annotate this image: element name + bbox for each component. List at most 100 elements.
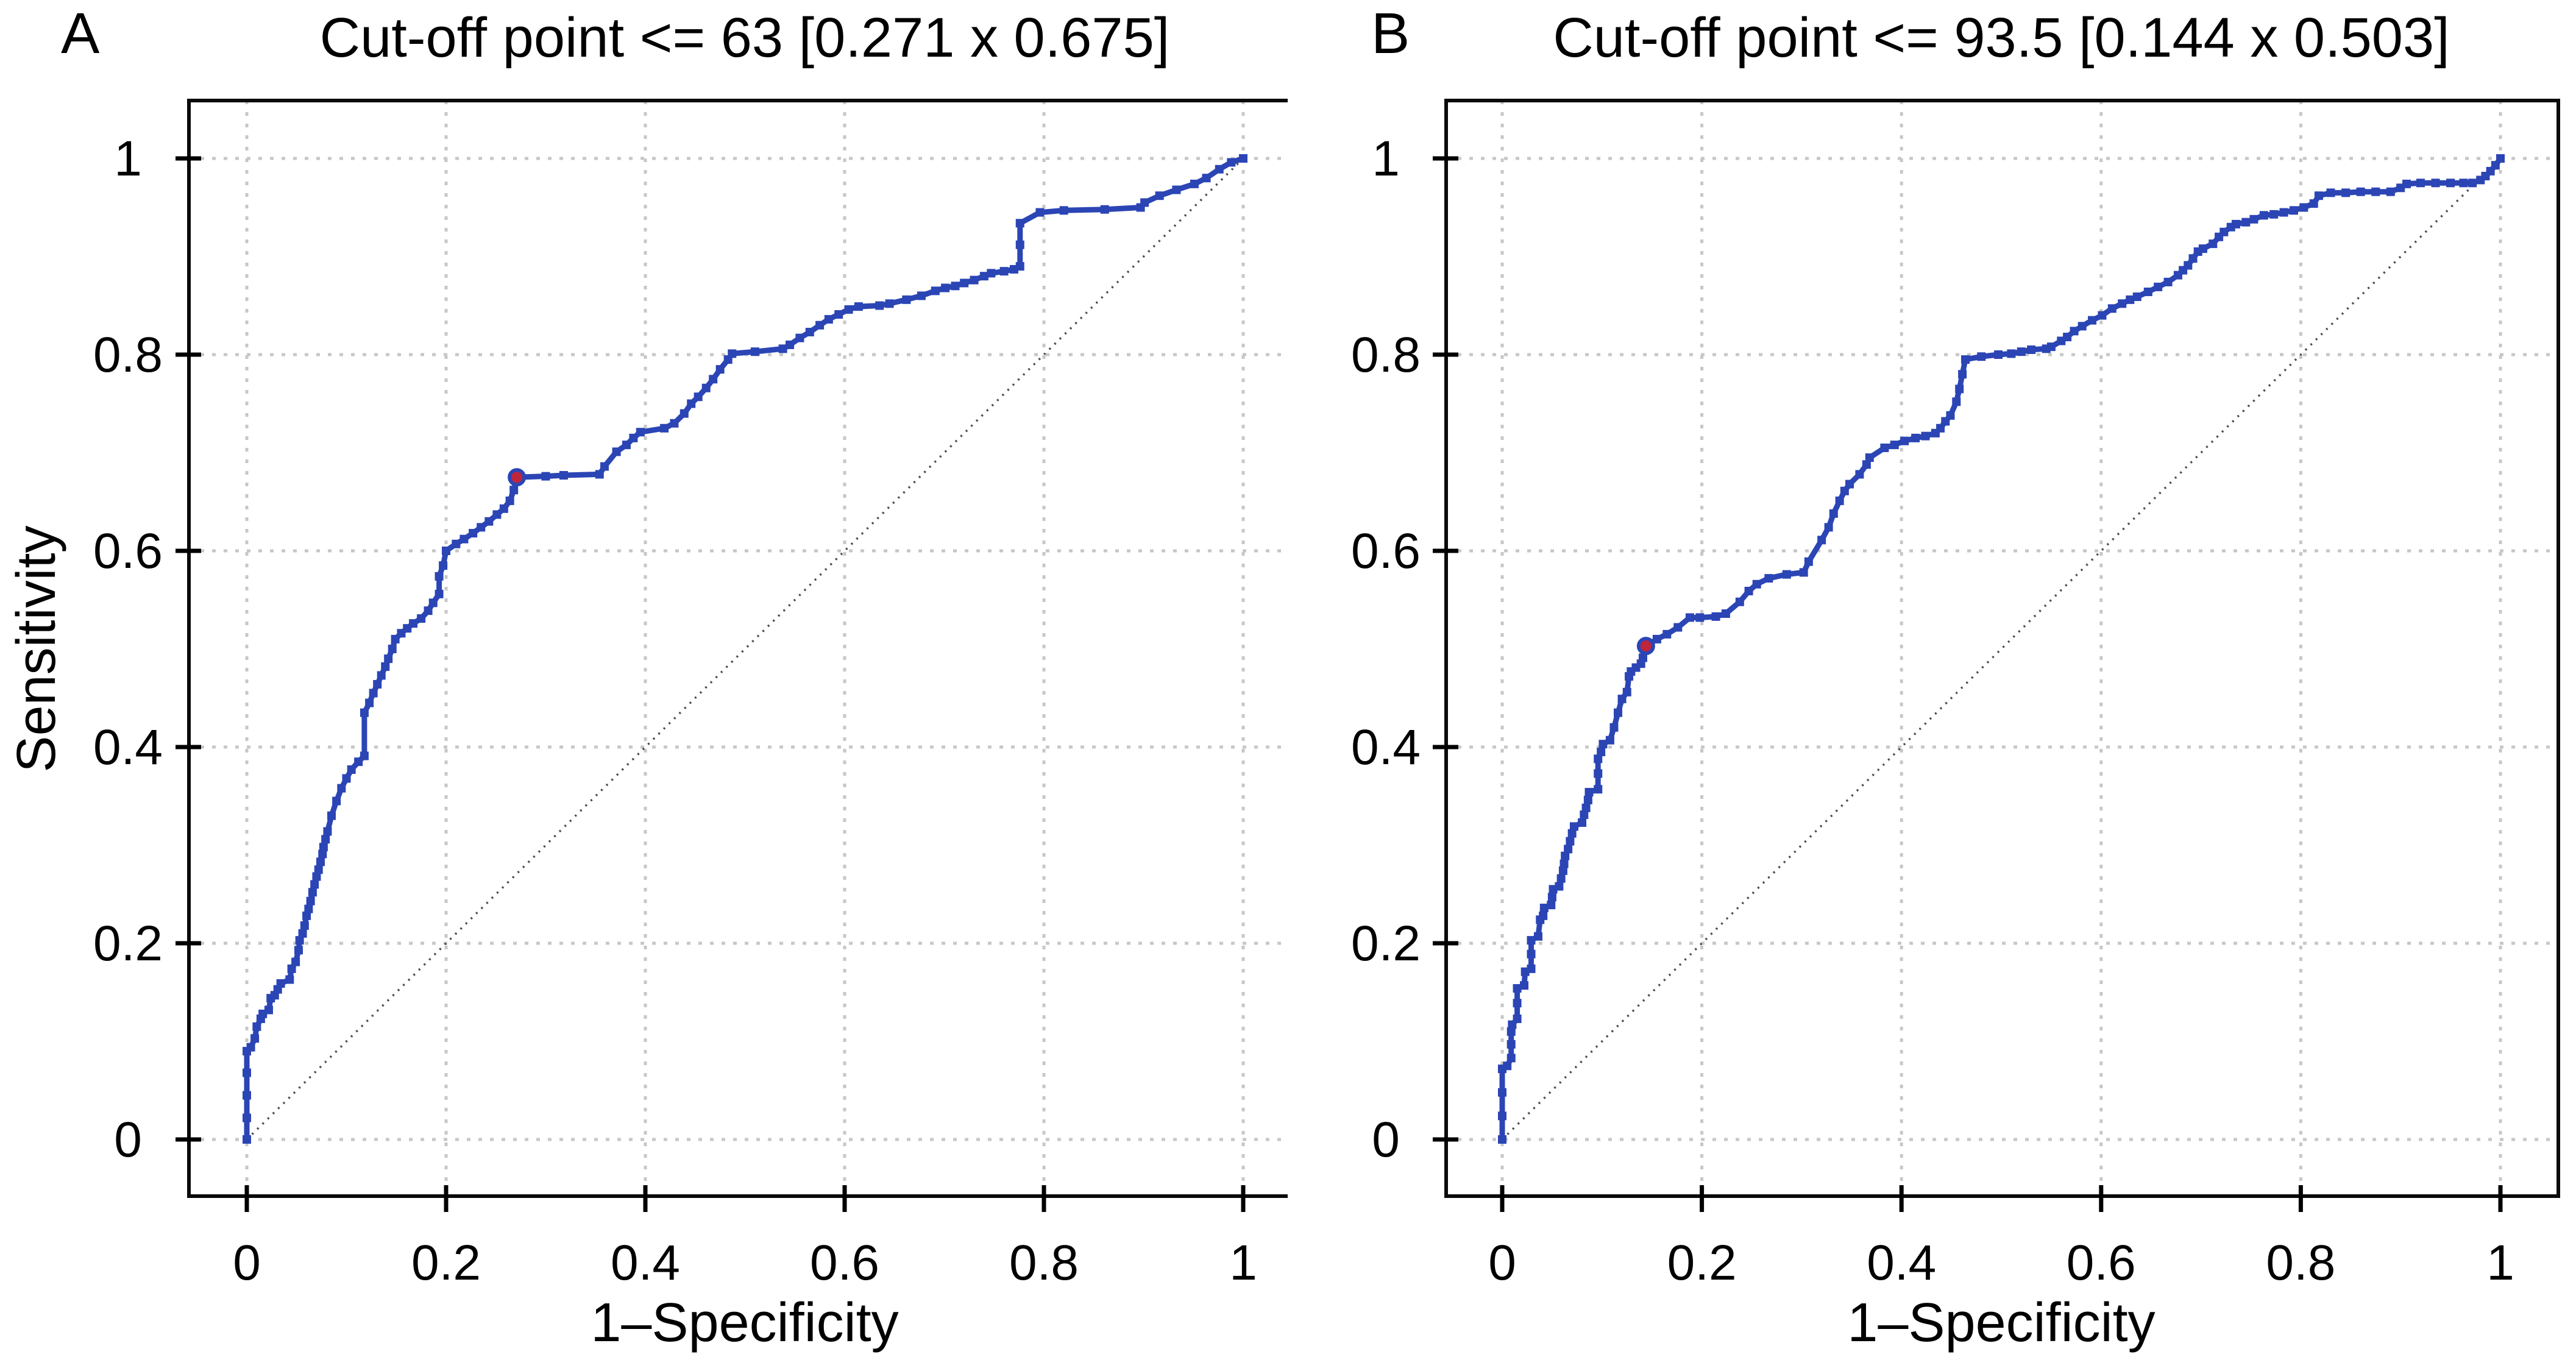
roc-point-marker xyxy=(2063,333,2072,342)
roc-point-marker xyxy=(435,572,444,581)
roc-point-marker xyxy=(1952,397,1961,406)
roc-point-marker xyxy=(679,409,689,418)
y-tick-label: 0.2 xyxy=(1351,916,1421,971)
roc-point-marker xyxy=(1155,191,1164,200)
x-tick-label: 0.6 xyxy=(2067,1235,2136,1291)
y-tick-label: 1 xyxy=(114,131,142,186)
roc-point-marker xyxy=(951,282,960,291)
roc-point-marker xyxy=(424,606,433,615)
roc-point-marker xyxy=(381,662,390,671)
roc-point-marker xyxy=(291,957,300,966)
roc-point-marker xyxy=(2118,299,2127,308)
roc-point-marker xyxy=(1685,613,1694,622)
roc-point-marker xyxy=(715,365,725,374)
roc-point-marker xyxy=(1547,893,1556,902)
roc-point-marker xyxy=(2431,179,2440,188)
roc-point-marker xyxy=(694,392,703,402)
roc-point-marker xyxy=(323,827,332,836)
roc-point-marker xyxy=(844,305,853,314)
roc-point-marker xyxy=(2416,179,2425,188)
roc-point-marker xyxy=(1829,509,1838,518)
roc-point-marker xyxy=(541,472,550,481)
roc-point-marker xyxy=(1227,158,1236,167)
roc-point-marker xyxy=(1015,219,1024,228)
roc-point-marker xyxy=(1533,932,1542,941)
roc-point-marker xyxy=(1735,597,1744,606)
roc-point-marker xyxy=(750,347,759,356)
roc-point-marker xyxy=(477,523,486,532)
roc-point-marker xyxy=(1059,206,1068,215)
roc-point-marker xyxy=(409,619,418,628)
roc-point-marker xyxy=(2241,218,2251,227)
x-tick-label: 0.8 xyxy=(1009,1235,1079,1291)
roc-point-marker xyxy=(1015,240,1024,249)
y-tick-label: 0 xyxy=(1372,1112,1400,1167)
roc-point-marker xyxy=(2070,327,2079,336)
roc-point-marker xyxy=(612,447,621,456)
roc-point-marker xyxy=(2188,254,2198,263)
roc-point-marker xyxy=(306,896,315,905)
roc-point-marker xyxy=(1539,911,1548,920)
roc-point-marker xyxy=(2259,211,2268,220)
roc-point-marker xyxy=(337,784,346,793)
roc-point-marker xyxy=(595,470,604,479)
roc-point-marker xyxy=(250,1034,260,1043)
x-axis-label-b: 1–Specificity xyxy=(1847,1292,2156,1353)
roc-point-marker xyxy=(2299,203,2308,212)
roc-point-marker xyxy=(302,911,311,920)
cutoff-point xyxy=(1636,637,1655,656)
y-tick-label: 0.4 xyxy=(1351,720,1421,775)
roc-point-marker xyxy=(1862,460,1871,469)
roc-point-marker xyxy=(987,269,996,278)
roc-point-marker xyxy=(1946,411,1955,420)
roc-point-marker xyxy=(1744,587,1753,596)
roc-point-marker xyxy=(2219,227,2229,236)
roc-point-marker xyxy=(2132,292,2141,302)
roc-point-marker xyxy=(1605,735,1614,745)
roc-point-marker xyxy=(2496,154,2505,163)
roc-point-marker xyxy=(834,310,843,319)
roc-point-marker xyxy=(2279,208,2288,217)
roc-point-marker xyxy=(2309,199,2318,208)
roc-point-marker xyxy=(484,517,494,526)
roc-point-marker xyxy=(2289,206,2298,215)
roc-point-marker xyxy=(1580,810,1589,820)
roc-point-marker xyxy=(1503,1061,1512,1071)
roc-point-marker xyxy=(1782,570,1791,579)
roc-point-marker xyxy=(1804,557,1813,566)
roc-point-marker xyxy=(499,504,508,513)
roc-point-marker xyxy=(815,321,825,330)
roc-point-marker xyxy=(885,299,894,308)
roc-point-marker xyxy=(1239,154,1247,163)
roc-point-marker xyxy=(294,946,303,955)
roc-point-marker xyxy=(1172,185,1181,194)
roc-point-marker xyxy=(2007,349,2016,358)
roc-point-marker xyxy=(1520,981,1529,990)
roc-point-marker xyxy=(778,344,787,353)
roc-point-marker xyxy=(509,486,519,495)
x-tick-label: 1 xyxy=(2486,1235,2514,1291)
roc-point-marker xyxy=(1955,384,1964,394)
roc-point-marker xyxy=(1569,822,1578,831)
roc-point-marker xyxy=(1622,687,1631,696)
roc-point-marker xyxy=(1764,574,1773,583)
roc-point-marker xyxy=(2269,210,2279,219)
roc-point-marker xyxy=(2154,282,2163,291)
roc-point-marker xyxy=(1584,788,1594,797)
roc-point-marker xyxy=(1558,866,1567,875)
roc-point-marker xyxy=(2184,261,2193,270)
roc-point-marker xyxy=(1215,165,1224,174)
roc-point-marker xyxy=(1597,748,1606,757)
roc-point-marker xyxy=(276,979,285,988)
roc-point-marker xyxy=(559,471,568,480)
roc-point-marker xyxy=(1900,436,1909,445)
roc-point-marker xyxy=(1527,936,1536,945)
roc-point-marker xyxy=(492,510,502,519)
roc-point-marker xyxy=(360,708,369,717)
plot-frame xyxy=(1444,99,2560,1198)
roc-point-marker xyxy=(1513,984,1522,993)
roc-point-marker xyxy=(1840,486,1849,495)
roc-point-marker xyxy=(252,1022,261,1031)
roc-point-marker xyxy=(1513,1014,1522,1023)
roc-point-marker xyxy=(875,301,884,310)
